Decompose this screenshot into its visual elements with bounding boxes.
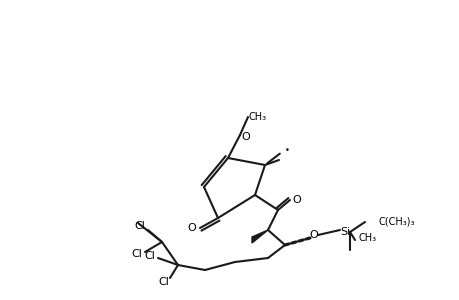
Text: Cl: Cl	[131, 249, 142, 259]
Text: •: •	[284, 146, 289, 154]
Text: CH₃: CH₃	[248, 112, 267, 122]
Text: Cl: Cl	[144, 251, 155, 261]
Text: CH₃: CH₃	[358, 233, 376, 243]
Text: O: O	[309, 230, 318, 240]
Polygon shape	[252, 230, 268, 243]
Text: O: O	[241, 132, 250, 142]
Text: Cl: Cl	[134, 221, 145, 231]
Text: C(CH₃)₃: C(CH₃)₃	[378, 217, 414, 227]
Text: O: O	[292, 195, 301, 205]
Text: Cl: Cl	[158, 277, 169, 287]
Text: Si: Si	[339, 227, 349, 237]
Text: O: O	[187, 223, 196, 233]
